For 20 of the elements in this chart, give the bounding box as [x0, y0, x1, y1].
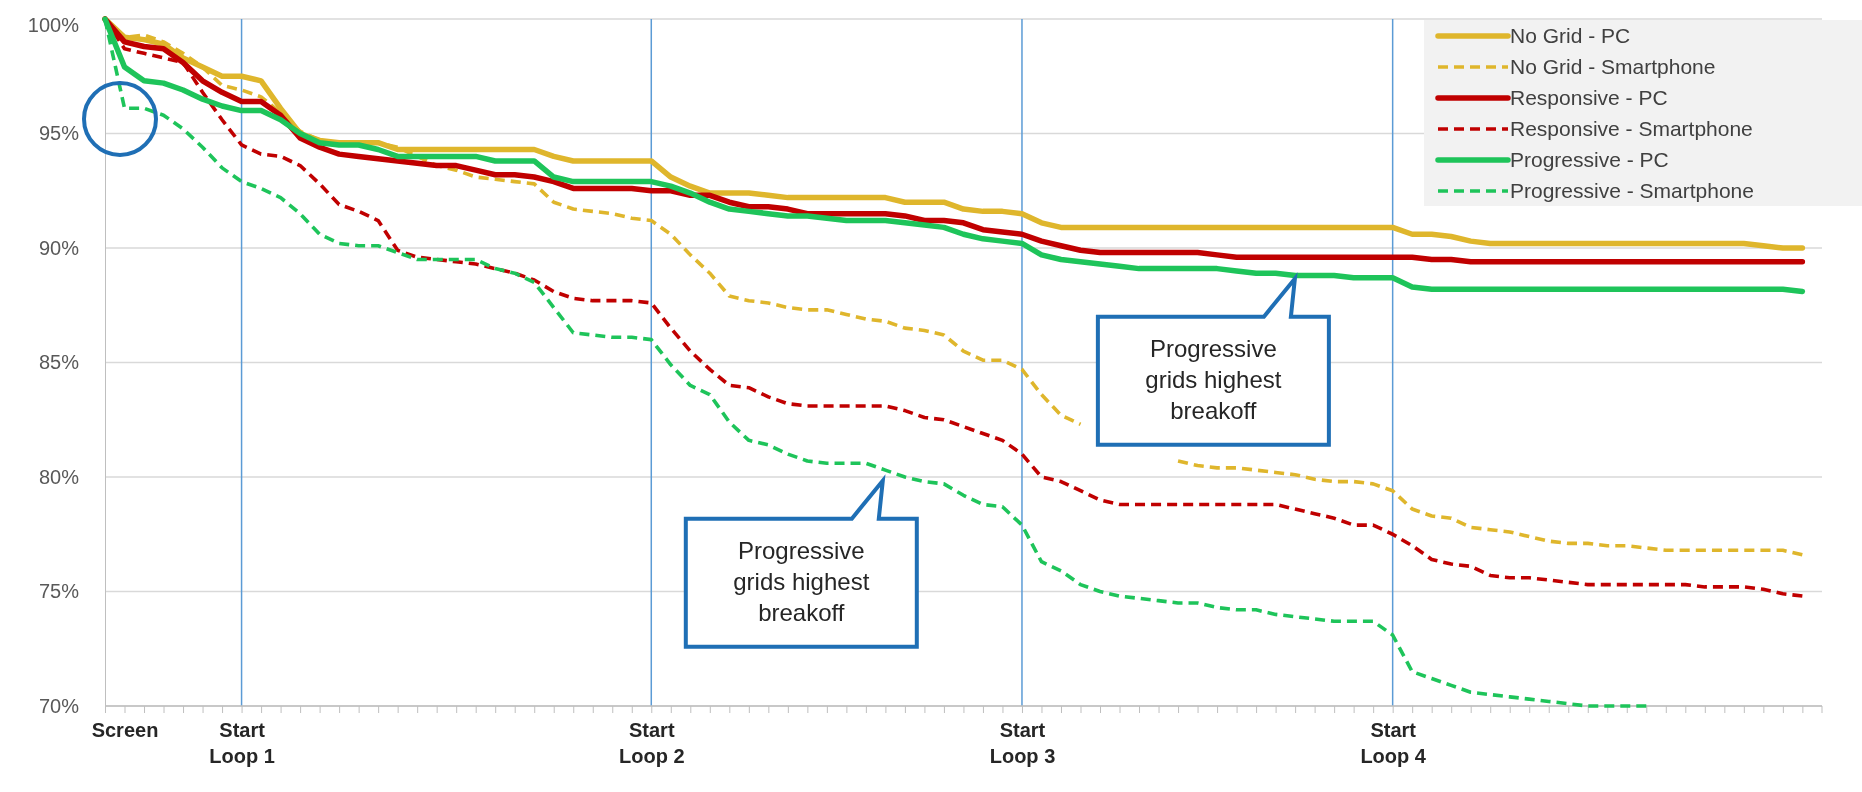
legend-label: Progressive - Smartphone — [1510, 179, 1754, 202]
x-tick-label: Start Loop 2 — [619, 719, 685, 768]
y-tick-label: 70% — [38, 694, 80, 717]
legend-label: No Grid - Smartphone — [1510, 55, 1716, 78]
legend-label: Responsive - PC — [1510, 86, 1668, 109]
legend-label: Responsive - Smartphone — [1510, 117, 1753, 140]
y-tick-label: 95% — [38, 122, 80, 145]
annotation: Progressive grids highest breakoff — [1145, 335, 1282, 425]
x-tick-label: Start Loop 1 — [209, 719, 275, 768]
x-tick-label: Start Loop 4 — [1360, 719, 1427, 768]
y-tick-label: 75% — [38, 580, 80, 603]
y-tick-label: 100% — [27, 13, 80, 36]
x-tick-label: Screen — [91, 719, 159, 742]
legend-label: No Grid - PC — [1510, 24, 1631, 47]
y-tick-label: 80% — [38, 465, 80, 488]
legend-label: Progressive - PC — [1510, 148, 1669, 171]
annotation: Progressive grids highest breakoff — [733, 537, 870, 627]
y-tick-label: 85% — [38, 351, 80, 374]
x-tick-label: Start Loop 3 — [989, 719, 1056, 768]
y-tick-label: 90% — [38, 236, 80, 259]
